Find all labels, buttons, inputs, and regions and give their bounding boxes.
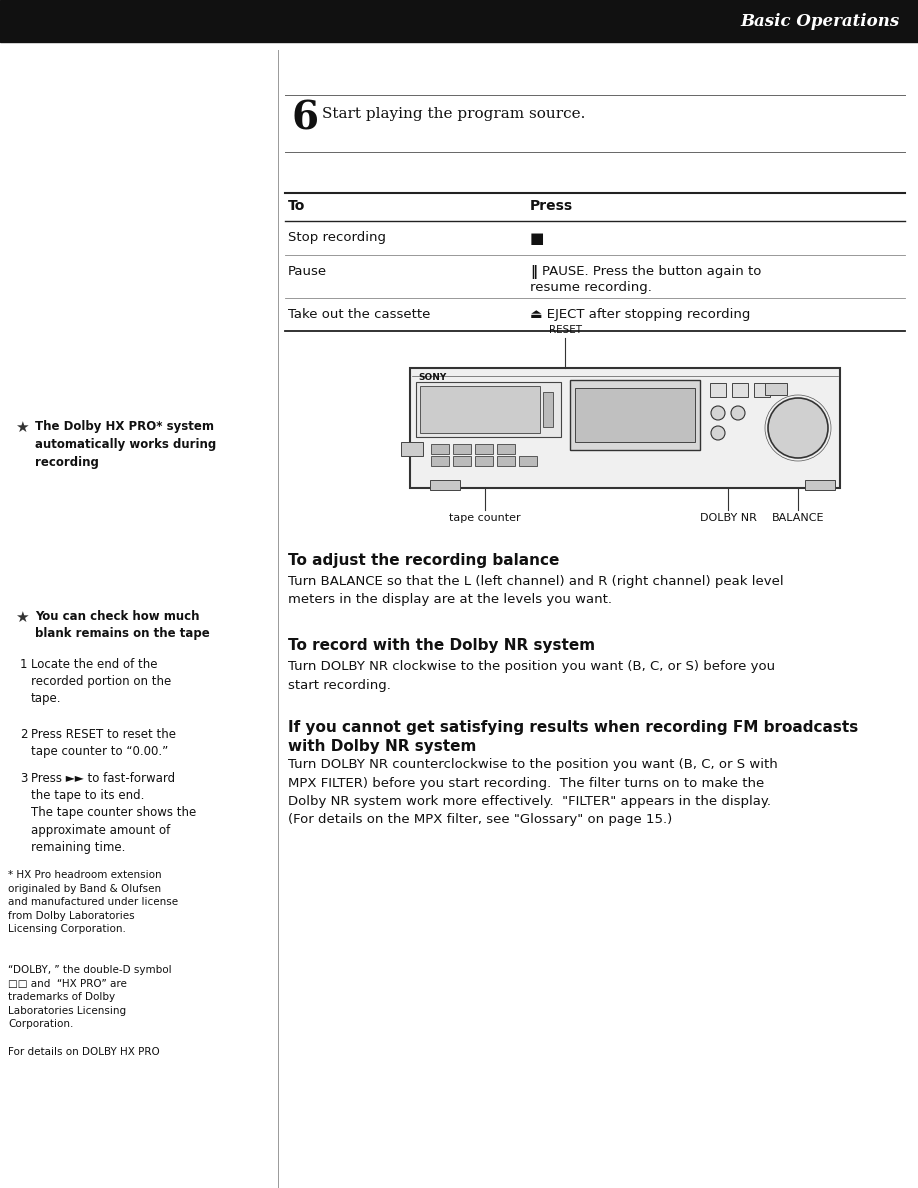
Text: “DOLBY, ” the double-D symbol
□□ and  “HX PRO” are
trademarks of Dolby
Laborator: “DOLBY, ” the double-D symbol □□ and “HX… bbox=[8, 965, 172, 1029]
Bar bbox=[416, 383, 561, 437]
Bar bbox=[401, 442, 423, 456]
Text: * HX Pro headroom extension
originaled by Band & Olufsen
and manufactured under : * HX Pro headroom extension originaled b… bbox=[8, 870, 178, 935]
Text: 3: 3 bbox=[20, 772, 28, 785]
Text: 2: 2 bbox=[20, 728, 28, 741]
Bar bbox=[475, 456, 493, 466]
Bar bbox=[754, 383, 770, 397]
Text: For details on DOLBY HX PRO: For details on DOLBY HX PRO bbox=[8, 1047, 160, 1057]
Text: Press: Press bbox=[530, 200, 573, 213]
Bar bbox=[475, 444, 493, 454]
Bar bbox=[453, 444, 471, 454]
Text: To adjust the recording balance: To adjust the recording balance bbox=[288, 552, 559, 568]
Bar bbox=[710, 383, 726, 397]
Circle shape bbox=[711, 426, 725, 440]
Text: 1: 1 bbox=[20, 658, 28, 671]
Bar bbox=[732, 383, 748, 397]
Text: Turn DOLBY NR clockwise to the position you want (B, C, or S) before you
start r: Turn DOLBY NR clockwise to the position … bbox=[288, 661, 775, 691]
Bar bbox=[431, 456, 449, 466]
Text: 6: 6 bbox=[292, 100, 319, 138]
Bar bbox=[497, 444, 515, 454]
Bar bbox=[410, 368, 840, 488]
Circle shape bbox=[768, 398, 828, 459]
Text: Locate the end of the
recorded portion on the
tape.: Locate the end of the recorded portion o… bbox=[31, 658, 172, 706]
Text: Stop recording: Stop recording bbox=[288, 230, 386, 244]
Circle shape bbox=[711, 406, 725, 421]
Text: Press RESET to reset the
tape counter to “0.00.”: Press RESET to reset the tape counter to… bbox=[31, 728, 176, 758]
Text: The Dolby HX PRO* system
automatically works during
recording: The Dolby HX PRO* system automatically w… bbox=[35, 421, 217, 469]
Text: ‖: ‖ bbox=[530, 265, 537, 279]
Bar bbox=[453, 456, 471, 466]
Bar bbox=[543, 392, 553, 426]
Text: If you cannot get satisfying results when recording FM broadcasts
with Dolby NR : If you cannot get satisfying results whe… bbox=[288, 720, 858, 754]
Text: DOLBY NR: DOLBY NR bbox=[700, 513, 756, 523]
Text: Pause: Pause bbox=[288, 265, 327, 278]
Bar bbox=[0, 0, 918, 42]
Text: BALANCE: BALANCE bbox=[772, 513, 824, 523]
Bar bbox=[519, 456, 537, 466]
Text: To: To bbox=[288, 200, 306, 213]
Bar bbox=[805, 480, 835, 489]
Text: Take out the cassette: Take out the cassette bbox=[288, 308, 431, 321]
Text: Press ►► to fast-forward
the tape to its end.
The tape counter shows the
approxi: Press ►► to fast-forward the tape to its… bbox=[31, 772, 196, 854]
Text: tape counter: tape counter bbox=[449, 513, 521, 523]
Bar bbox=[570, 380, 700, 450]
Text: PAUSE. Press the button again to: PAUSE. Press the button again to bbox=[542, 265, 761, 278]
Text: You can check how much
blank remains on the tape: You can check how much blank remains on … bbox=[35, 609, 209, 640]
Bar bbox=[497, 456, 515, 466]
Text: RESET: RESET bbox=[548, 326, 581, 335]
Bar bbox=[765, 383, 787, 394]
Text: resume recording.: resume recording. bbox=[530, 282, 652, 293]
Bar bbox=[575, 388, 695, 442]
Bar bbox=[431, 444, 449, 454]
Circle shape bbox=[731, 406, 745, 421]
Text: Basic Operations: Basic Operations bbox=[741, 13, 900, 30]
Text: To record with the Dolby NR system: To record with the Dolby NR system bbox=[288, 638, 595, 653]
Text: Turn DOLBY NR counterclockwise to the position you want (B, C, or S with
MPX FIL: Turn DOLBY NR counterclockwise to the po… bbox=[288, 758, 778, 827]
Text: Turn BALANCE so that the L (left channel) and R (right channel) peak level
meter: Turn BALANCE so that the L (left channel… bbox=[288, 575, 784, 607]
Text: Start playing the program source.: Start playing the program source. bbox=[322, 107, 586, 121]
Text: ★: ★ bbox=[15, 609, 28, 625]
Text: SONY: SONY bbox=[418, 373, 446, 383]
Bar bbox=[430, 480, 460, 489]
Text: ■: ■ bbox=[530, 230, 544, 246]
Text: ★: ★ bbox=[15, 421, 28, 435]
Text: ⏏ EJECT after stopping recording: ⏏ EJECT after stopping recording bbox=[530, 308, 750, 321]
Bar bbox=[420, 386, 540, 432]
